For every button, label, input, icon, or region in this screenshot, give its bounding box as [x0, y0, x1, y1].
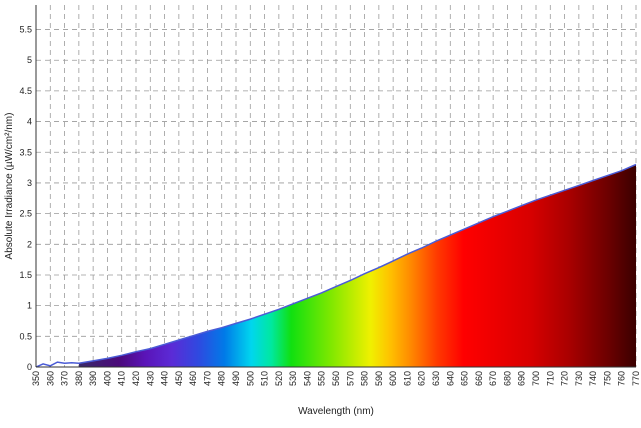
y-tick-label: 4.5 — [19, 86, 32, 96]
x-tick-label: 740 — [588, 371, 598, 386]
x-tick-label: 460 — [188, 371, 198, 386]
x-tick-label: 360 — [45, 371, 55, 386]
x-tick-label: 600 — [388, 371, 398, 386]
x-tick-labels: 350 360 370 380 390 400 410 420 430 440 450 460 470 4… — [31, 371, 641, 386]
y-tick-label: 1.5 — [19, 270, 32, 280]
series-line — [35, 163, 637, 368]
x-tick-label: 350 — [31, 371, 41, 386]
x-tick-label: 750 — [602, 371, 612, 386]
x-tick-label: 520 — [274, 371, 284, 386]
x-tick-label: 770 — [631, 371, 641, 386]
y-tick-label: 4 — [27, 117, 32, 127]
x-tick-label: 440 — [160, 371, 170, 386]
x-tick-label: 700 — [531, 371, 541, 386]
x-tick-label: 720 — [560, 371, 570, 386]
x-tick-label: 560 — [331, 371, 341, 386]
x-tick-label: 710 — [545, 371, 555, 386]
x-tick-label: 680 — [502, 371, 512, 386]
x-tick-label: 530 — [288, 371, 298, 386]
x-tick-label: 570 — [345, 371, 355, 386]
x-tick-label: 370 — [60, 371, 70, 386]
x-tick-label: 670 — [488, 371, 498, 386]
x-axis-label: Wavelength (nm) — [298, 406, 374, 417]
x-tick-label: 380 — [74, 371, 84, 386]
y-tick-label: 2 — [27, 239, 32, 249]
x-tick-label: 620 — [417, 371, 427, 386]
x-tick-label: 420 — [131, 371, 141, 386]
x-tick-label: 480 — [217, 371, 227, 386]
x-tick-label: 630 — [431, 371, 441, 386]
x-tick-label: 390 — [88, 371, 98, 386]
x-tick-label: 760 — [617, 371, 627, 386]
x-tick-label: 550 — [317, 371, 327, 386]
x-tick-label: 590 — [374, 371, 384, 386]
y-tick-label: 2.5 — [19, 209, 32, 219]
y-axis-label: Absolute Irradiance (µW/cm²/nm) — [4, 113, 15, 260]
y-tick-labels: 0 0.5 1 1.5 2 2.5 3 3.5 4 4.5 5 5.5 — [19, 25, 32, 372]
x-tick-label: 660 — [474, 371, 484, 386]
y-tick-label: 3.5 — [19, 147, 32, 157]
x-tick-label: 450 — [174, 371, 184, 386]
x-tick-label: 610 — [402, 371, 412, 386]
x-tick-label: 540 — [302, 371, 312, 386]
spectrum-area-fill — [78, 164, 636, 367]
y-tick-label: 1 — [27, 301, 32, 311]
x-tick-label: 410 — [117, 371, 127, 386]
y-tick-label: 5 — [27, 55, 32, 65]
x-tick-label: 690 — [517, 371, 527, 386]
y-tick-label: 0.5 — [19, 331, 32, 341]
x-tick-label: 470 — [202, 371, 212, 386]
y-tick-label: 0 — [27, 362, 32, 372]
y-tick-label: 5.5 — [19, 25, 32, 35]
x-tick-label: 490 — [231, 371, 241, 386]
x-tick-label: 580 — [360, 371, 370, 386]
x-tick-label: 650 — [460, 371, 470, 386]
x-tick-label: 500 — [245, 371, 255, 386]
x-tick-label: 400 — [102, 371, 112, 386]
x-tick-label: 510 — [260, 371, 270, 386]
x-tick-label: 640 — [445, 371, 455, 386]
x-tick-label: 730 — [574, 371, 584, 386]
x-tick-label: 430 — [145, 371, 155, 386]
y-tick-label: 3 — [27, 178, 32, 188]
